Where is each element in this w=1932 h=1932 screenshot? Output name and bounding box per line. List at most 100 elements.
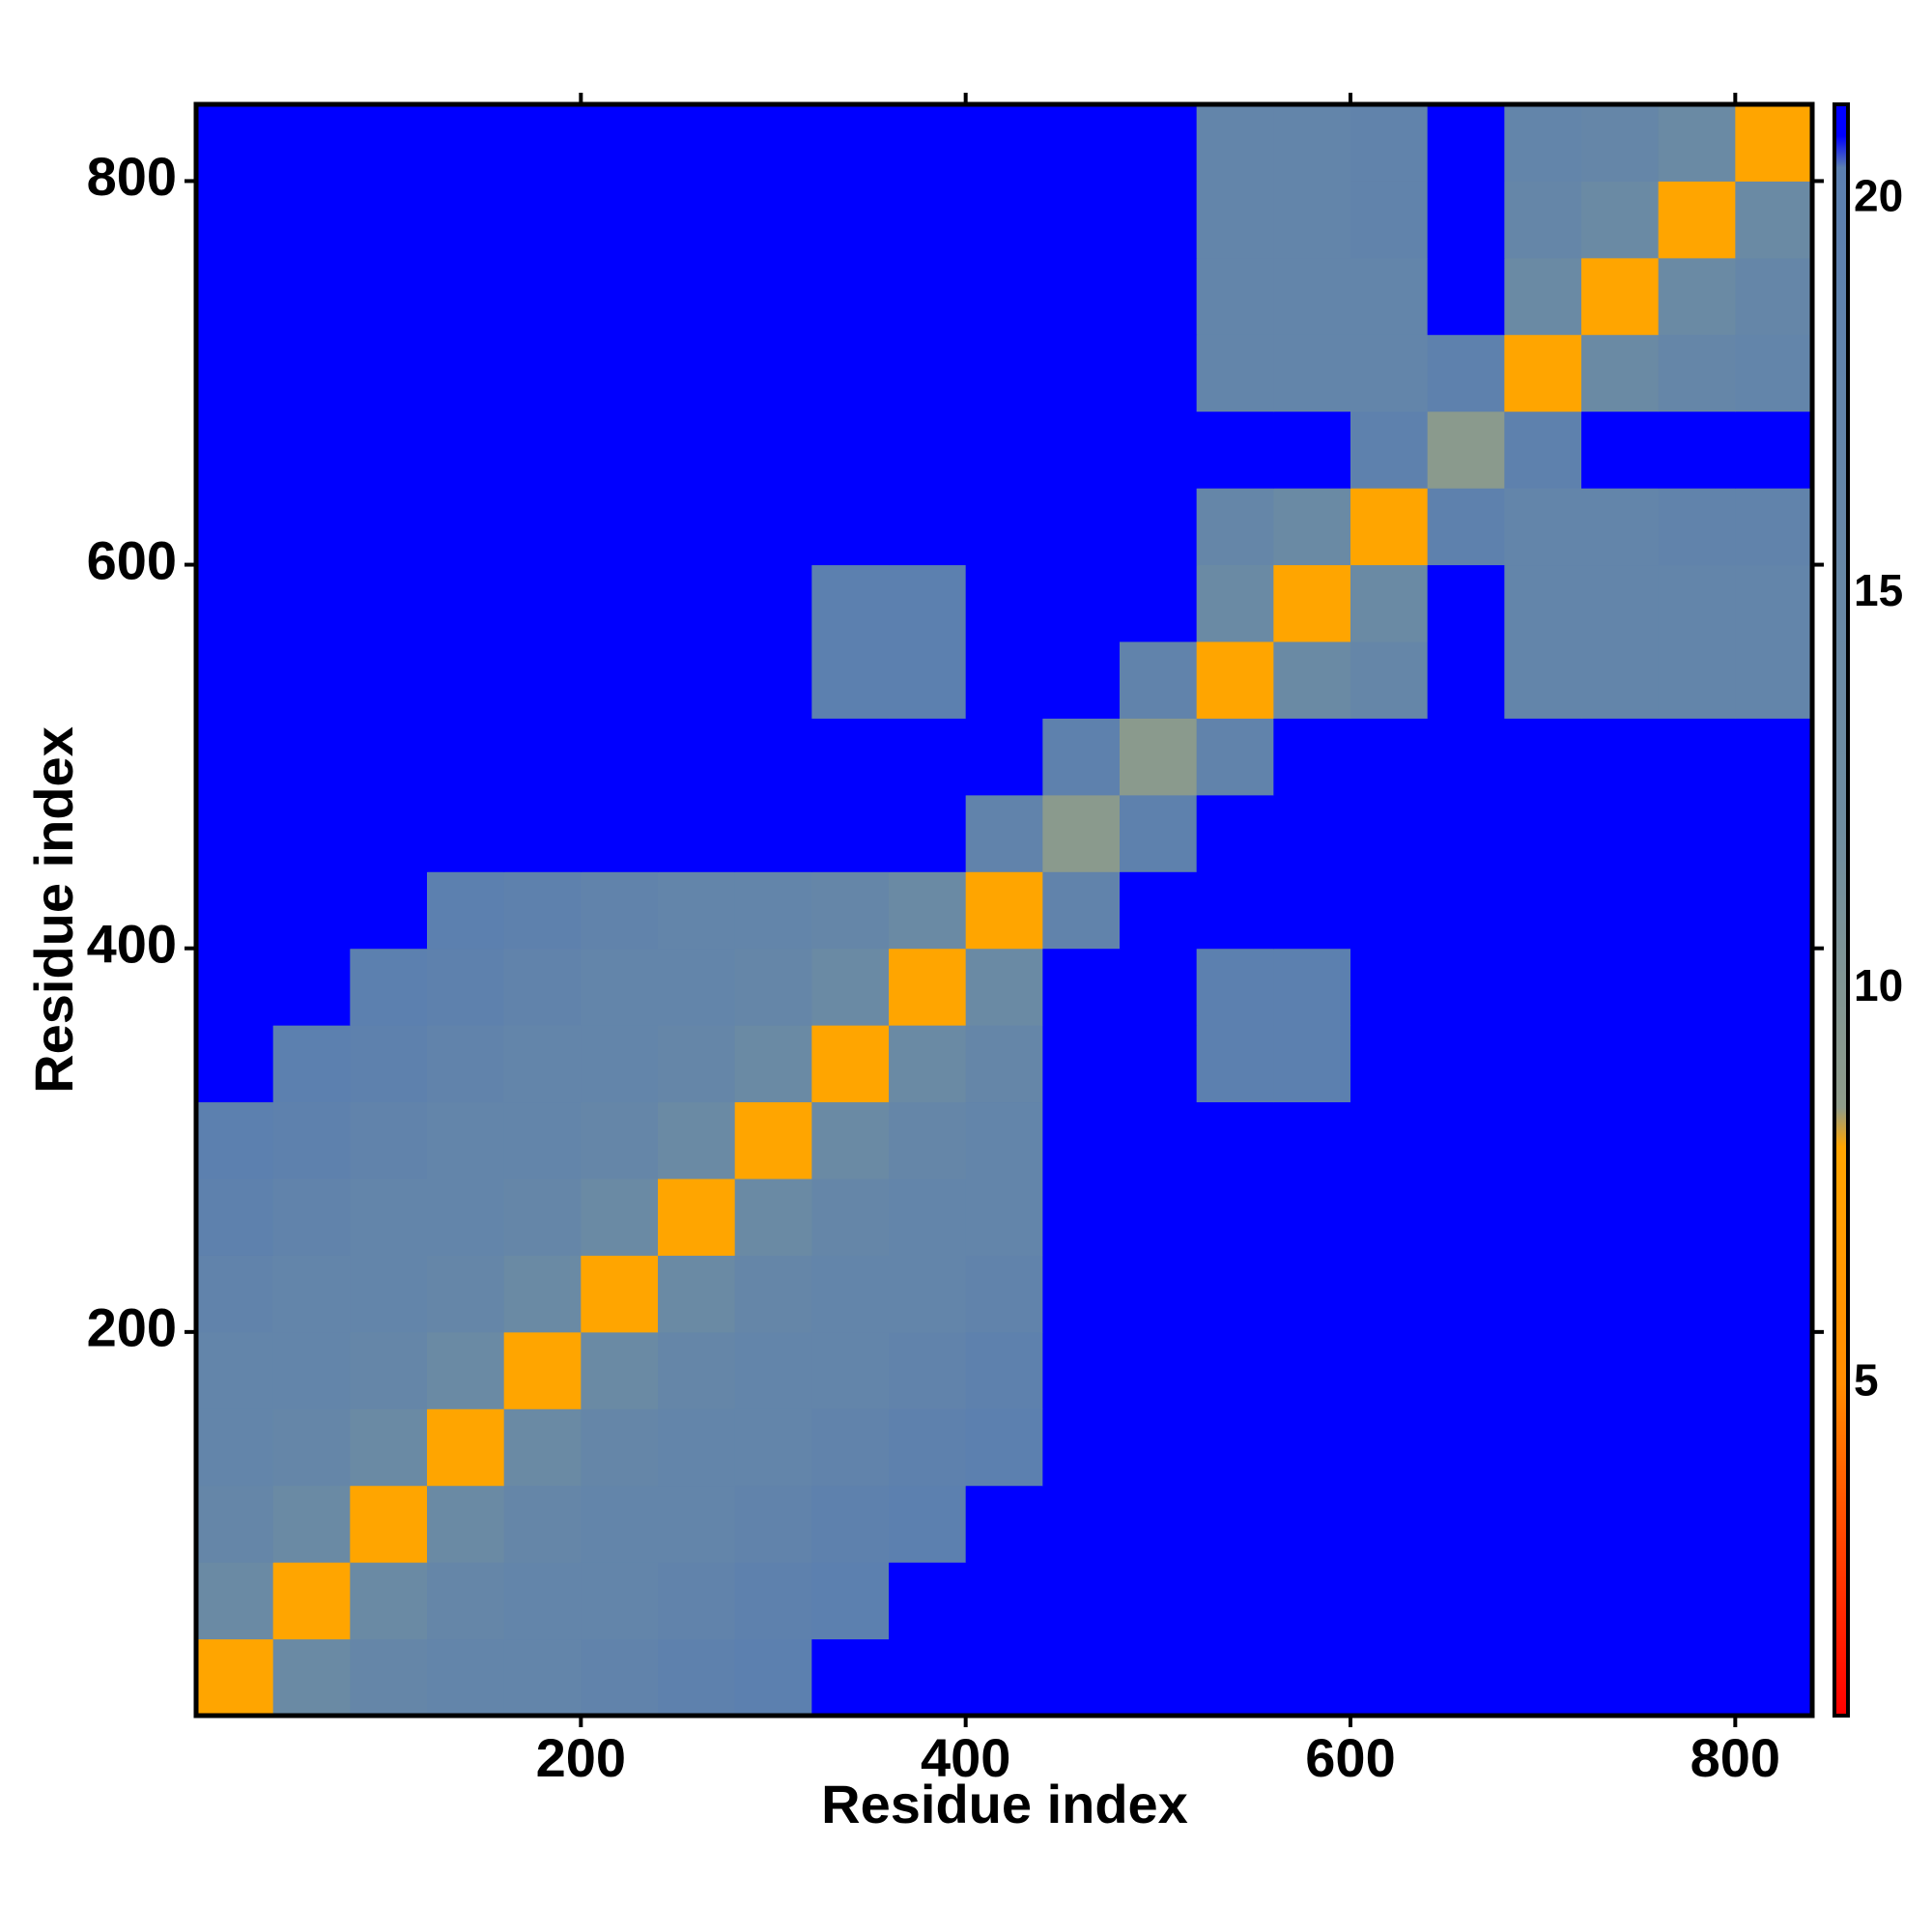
heatmap-cell	[889, 488, 967, 566]
heatmap-cell	[658, 411, 736, 489]
heatmap-cell	[1196, 1562, 1274, 1640]
heatmap-cell	[965, 1331, 1043, 1409]
heatmap-cell	[1504, 181, 1582, 259]
heatmap-cell	[965, 1638, 1043, 1717]
heatmap-cell	[1658, 1331, 1736, 1409]
heatmap-cell	[350, 1562, 428, 1640]
heatmap-cell	[658, 564, 736, 642]
heatmap-cell	[1427, 488, 1505, 566]
heatmap-cell	[1427, 334, 1505, 412]
heatmap-cell	[272, 718, 351, 796]
heatmap-cell	[1427, 871, 1505, 950]
heatmap-cell	[1581, 871, 1660, 950]
heatmap-cell	[1735, 1562, 1813, 1640]
heatmap-cell	[196, 1485, 274, 1563]
heatmap-cell	[272, 104, 351, 182]
heatmap-cell	[811, 794, 890, 872]
heatmap-cell	[581, 334, 659, 412]
heatmap-cell	[272, 1408, 351, 1487]
heatmap-cell	[1120, 948, 1198, 1026]
heatmap-cell	[811, 1101, 890, 1179]
heatmap-cell	[581, 1101, 659, 1179]
heatmap-cell	[196, 488, 274, 566]
heatmap-cell	[196, 564, 274, 642]
heatmap-cell	[965, 257, 1043, 335]
heatmap-cell	[811, 948, 890, 1026]
heatmap-cell	[1273, 1485, 1351, 1563]
heatmap-cell	[1273, 1101, 1351, 1179]
heatmap-cell	[196, 871, 274, 950]
heatmap-cell	[1120, 1485, 1198, 1563]
heatmap-cell	[581, 718, 659, 796]
heatmap-cell	[581, 257, 659, 335]
heatmap-cell	[427, 1562, 505, 1640]
heatmap-cell	[350, 411, 428, 489]
heatmap-cell	[965, 1408, 1043, 1487]
y-tick-label: 200	[87, 1297, 177, 1358]
heatmap-cell	[503, 181, 582, 259]
heatmap-cell	[1350, 564, 1429, 642]
heatmap-cell	[1735, 1331, 1813, 1409]
heatmap-cell	[1196, 488, 1274, 566]
heatmap-cell	[196, 411, 274, 489]
heatmap-cell	[658, 1255, 736, 1333]
heatmap-cell	[272, 1638, 351, 1717]
heatmap-cell	[1120, 104, 1198, 182]
heatmap-cell	[1427, 411, 1505, 489]
colorbar-tick-label: 10	[1854, 960, 1903, 1010]
heatmap-cell	[734, 1562, 812, 1640]
heatmap-cell	[1504, 411, 1582, 489]
heatmap-cell	[196, 1179, 274, 1256]
heatmap-cell	[965, 871, 1043, 950]
heatmap-cell	[889, 1485, 967, 1563]
heatmap-cell	[196, 1255, 274, 1333]
heatmap-cell	[1350, 181, 1429, 259]
heatmap-cell	[1273, 641, 1351, 719]
heatmap-cell	[1350, 104, 1429, 182]
heatmap-cell	[1042, 104, 1121, 182]
heatmap-cell	[1196, 1408, 1274, 1487]
heatmap-cell	[196, 718, 274, 796]
heatmap-cell	[889, 411, 967, 489]
heatmap-cell	[965, 1025, 1043, 1103]
heatmap-cell	[811, 411, 890, 489]
heatmap-cell	[1427, 1255, 1505, 1333]
heatmap-cell	[1658, 1025, 1736, 1103]
heatmap-cell	[1196, 948, 1274, 1026]
heatmap-cell	[1350, 1179, 1429, 1256]
heatmap-cell	[889, 1562, 967, 1640]
heatmap-cell	[1120, 334, 1198, 412]
heatmap-cell	[889, 1408, 967, 1487]
heatmap-cell	[1427, 1638, 1505, 1717]
heatmap-cell	[1581, 1255, 1660, 1333]
heatmap-cell	[1735, 1025, 1813, 1103]
heatmap-cell	[1120, 257, 1198, 335]
heatmap-cell	[1581, 104, 1660, 182]
heatmap-cell	[811, 564, 890, 642]
heatmap-cell	[581, 181, 659, 259]
heatmap-cell	[889, 1101, 967, 1179]
heatmap-cell	[889, 1255, 967, 1333]
heatmap-cell	[1658, 1485, 1736, 1563]
heatmap-cell	[889, 257, 967, 335]
heatmap-cell	[503, 1025, 582, 1103]
heatmap-cell	[1196, 1025, 1274, 1103]
heatmap-cell	[1196, 718, 1274, 796]
heatmap-cell	[965, 1255, 1043, 1333]
heatmap-cell	[1042, 794, 1121, 872]
heatmap-cell	[1350, 641, 1429, 719]
heatmap-cell	[1196, 641, 1274, 719]
heatmap-cell	[1504, 1101, 1582, 1179]
heatmap-cell	[350, 1101, 428, 1179]
heatmap-cell	[196, 1101, 274, 1179]
heatmap-cell	[1120, 411, 1198, 489]
heatmap-cell	[734, 488, 812, 566]
heatmap-cell	[503, 1485, 582, 1563]
heatmap-cell	[1504, 641, 1582, 719]
heatmap-cell	[350, 1331, 428, 1409]
heatmap-cell	[1120, 564, 1198, 642]
heatmap-cell	[1120, 641, 1198, 719]
heatmap-cell	[196, 1562, 274, 1640]
heatmap-cell	[965, 1101, 1043, 1179]
heatmap-cell	[1658, 257, 1736, 335]
